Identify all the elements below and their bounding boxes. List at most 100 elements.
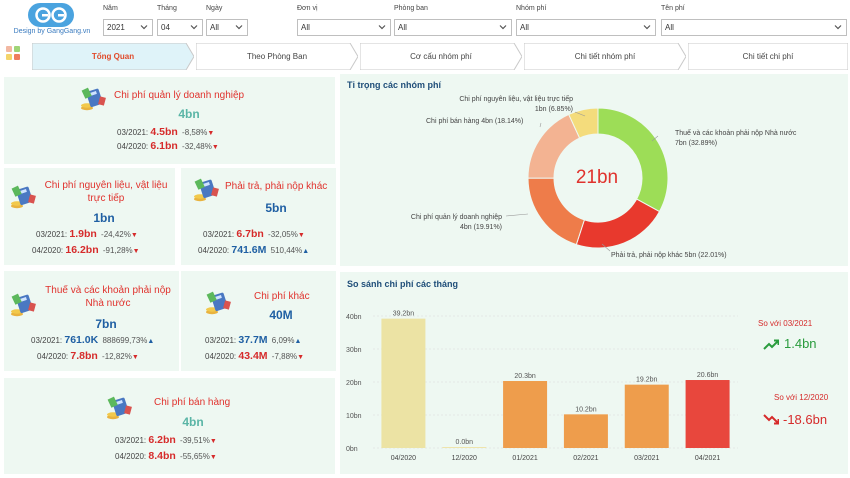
- donut-slice-4[interactable]: [568, 107, 599, 139]
- filter-unit-label: Đơn vị: [297, 5, 318, 12]
- kpi-compare-value: 6.2bn: [148, 434, 176, 446]
- monthly-cost-compare-panel: So sánh chi phí các tháng 0bn 10bn 20bn 30b…: [340, 272, 848, 474]
- kpi-compare-pct: -7,88%: [271, 352, 298, 361]
- filter-department-select[interactable]: All: [394, 19, 512, 36]
- kpi-compare-pct: -24,42%: [101, 230, 131, 239]
- arrow-up-icon: ▲: [147, 338, 155, 345]
- donut-label-line: 4bn (19.91%): [459, 224, 502, 231]
- donut-label-line: Chi phí quản lý doanh nghiệp: [410, 214, 502, 221]
- tab-fee-group-detail-label: Chi tiết nhóm phí: [574, 52, 636, 61]
- fee-group-share-panel: Tỉ trọng các nhóm phí 21bn Chi phí nguyê…: [340, 74, 848, 266]
- donut-slice-0[interactable]: [597, 107, 669, 213]
- kpi-compare-label: 04/2020:: [32, 246, 64, 255]
- kpi-compare-value: 1.9bn: [69, 228, 97, 240]
- bar-04-2020[interactable]: [381, 318, 426, 448]
- y-tick-label: 40bn: [346, 314, 362, 321]
- filter-year-select[interactable]: 2021: [103, 19, 153, 36]
- kpi-title: Thuế và các khoản phải nộp Nhà nước: [40, 284, 176, 310]
- kpi-compare-value: 741.6M: [231, 244, 267, 256]
- kpi-compare-row: 03/2021: 37.7M 6,09%▲: [205, 334, 301, 346]
- filter-fee-name-label: Tên phí: [661, 5, 685, 12]
- kpi-compare-row: 04/2020: 741.6M 510,44%▲: [198, 244, 309, 256]
- bar-02-2021[interactable]: [563, 414, 608, 448]
- ganggang-logo-icon: [28, 3, 74, 27]
- filter-department-label: Phòng ban: [394, 5, 428, 12]
- trend-down-icon: [763, 414, 779, 425]
- kpi-compare-value: 37.7M: [238, 334, 268, 346]
- tab-overview[interactable]: Tổng Quan: [32, 43, 194, 70]
- donut-chart: [505, 107, 669, 252]
- donut-slice-1[interactable]: [575, 198, 661, 249]
- bar-data-label: 10.2bn: [575, 406, 597, 413]
- filter-day-select[interactable]: All: [206, 19, 248, 36]
- tab-shape: [688, 43, 848, 70]
- kpi-value: 40M: [269, 308, 293, 322]
- arrow-down-icon: ▼: [131, 354, 139, 361]
- x-tick-label: 12/2020: [452, 455, 477, 462]
- donut-label-payables: Phải trả, phải nộp khác 5bn (22.01%): [611, 252, 727, 259]
- donut-label-management: Chi phí quản lý doanh nghiệp 4bn (19.91%…: [366, 213, 502, 233]
- kpi-compare-pct: -55,65%: [180, 452, 210, 461]
- filter-fee-group-label: Nhóm phí: [516, 5, 547, 12]
- tab-fee-structure-label: Cơ cấu nhóm phí: [410, 52, 472, 61]
- donut-total: 21bn: [575, 167, 619, 188]
- donut-label-tax: Thuế và các khoản phải nộp Nhà nước 7bn …: [675, 129, 796, 149]
- bar-01-2021[interactable]: [503, 381, 548, 448]
- arrow-down-icon: ▼: [297, 354, 305, 361]
- bar-03-2021[interactable]: [624, 384, 669, 448]
- chevron-down-icon: [499, 25, 507, 30]
- filter-fee-name-select[interactable]: All: [661, 19, 847, 36]
- filter-fee-group-select[interactable]: All: [516, 19, 656, 36]
- panel-title: So sánh chi phí các tháng: [347, 279, 459, 289]
- kpi-title: Chi phí nguyên liệu, vật liệu trực tiếp: [38, 179, 174, 205]
- kpi-compare-label: 03/2021:: [31, 336, 63, 345]
- kpi-compare-label: 04/2020:: [205, 352, 237, 361]
- tab-shape: [32, 43, 194, 70]
- kpi-panel-payables: Phải trả, phải nộp khác 5bn 03/2021: 6.7…: [181, 168, 336, 265]
- kpi-compare-value: 16.2bn: [65, 244, 99, 256]
- kpi-compare-label: 03/2021:: [36, 230, 68, 239]
- menu-icon[interactable]: [6, 46, 24, 64]
- money-calculator-icon: [206, 291, 231, 315]
- money-calculator-icon: [11, 185, 36, 209]
- tab-shape: [360, 43, 522, 70]
- kpi-title-line1: Thuế và các khoản phải nộp: [45, 285, 171, 296]
- kpi-compare-label: 04/2020:: [198, 246, 230, 255]
- kpi-compare-row: 03/2021: 1.9bn -24,42%▼: [36, 228, 138, 240]
- bar-04-2021[interactable]: [685, 380, 730, 448]
- tab-fee-group-detail[interactable]: Chi tiết nhóm phí: [524, 43, 686, 70]
- x-tick-label: 03/2021: [634, 455, 659, 462]
- filter-month-value: 04: [161, 23, 170, 32]
- arrow-down-icon: ▼: [132, 248, 140, 255]
- bar-data-label: 20.3bn: [514, 373, 536, 380]
- filter-month-select[interactable]: 04: [157, 19, 203, 36]
- compare-month-value: 1.4bn: [784, 336, 817, 351]
- donut-label-line: Thuế và các khoản phải nộp Nhà nước: [675, 130, 797, 137]
- y-tick-label: 0bn: [346, 446, 358, 453]
- y-tick-label: 20bn: [346, 380, 362, 387]
- kpi-compare-pct: -91,28%: [102, 246, 133, 255]
- bar-12-2020[interactable]: [442, 447, 487, 448]
- x-tick-label: 01/2021: [512, 455, 537, 462]
- money-calculator-icon: [107, 396, 132, 420]
- kpi-compare-pct: -8,58%: [182, 128, 208, 137]
- kpi-panel-management-cost: Chi phí quản lý doanh nghiệp 4bn 03/2021…: [4, 77, 335, 164]
- tab-fee-structure[interactable]: Cơ cấu nhóm phí: [360, 43, 522, 70]
- tab-by-department[interactable]: Theo Phòng Ban: [196, 43, 358, 70]
- chevron-down-icon: [643, 25, 651, 30]
- compare-year-label: So với 12/2020: [774, 393, 829, 402]
- arrow-down-icon: ▼: [209, 454, 217, 461]
- tab-by-department-label: Theo Phòng Ban: [246, 52, 308, 61]
- filter-day-label: Ngày: [206, 5, 223, 12]
- money-calculator-icon: [81, 87, 106, 111]
- money-calculator-icon: [11, 293, 36, 317]
- tab-cost-detail[interactable]: Chi tiết chi phí: [688, 43, 848, 70]
- logo-text: Design by GangGang.vn: [13, 28, 91, 35]
- x-tick-label: 04/2021: [695, 455, 720, 462]
- filter-fee-name-value: All: [665, 23, 674, 32]
- kpi-compare-row: 04/2020: 43.4M -7,88%▼: [205, 350, 304, 362]
- donut-label-line: 7bn (32.89%): [675, 140, 718, 147]
- filter-unit-select[interactable]: All: [297, 19, 391, 36]
- kpi-compare-row: 04/2020: 8.4bn -55,65%▼: [115, 450, 217, 462]
- kpi-title: Chi phí quản lý doanh nghiệp: [114, 90, 245, 101]
